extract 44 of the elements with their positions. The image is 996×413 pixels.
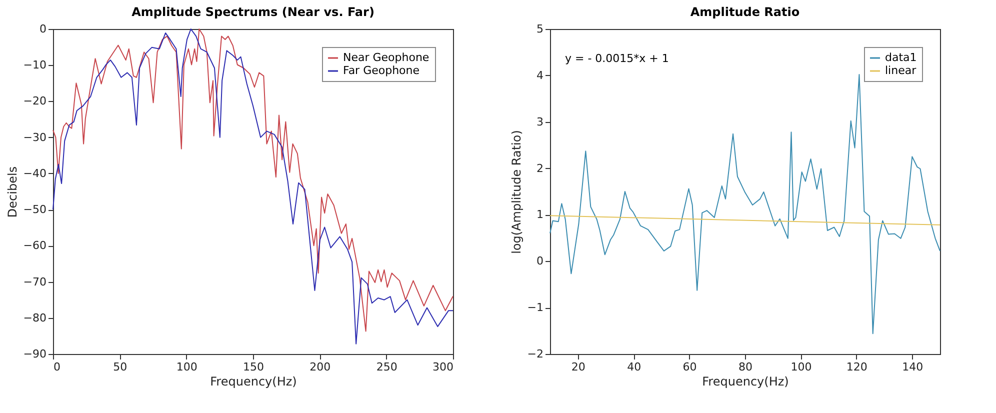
y-tick-label: 2 — [536, 162, 544, 175]
y-axis-title: Decibels — [5, 166, 20, 218]
x-tick-label: 0 — [54, 360, 60, 374]
legend-label: data1 — [885, 51, 917, 64]
y-tick-label: −50 — [23, 203, 46, 216]
y-tick-label: −80 — [23, 311, 46, 324]
x-tick-label: 40 — [627, 360, 642, 374]
x-tick-label: 50 — [113, 360, 128, 374]
y-tick-label: 4 — [536, 68, 544, 82]
legend-label: linear — [885, 64, 917, 77]
y-tick-label: −70 — [23, 275, 46, 288]
x-tick-label: 200 — [310, 360, 331, 374]
x-tick-label: 80 — [738, 360, 752, 374]
y-tick-label: 3 — [536, 115, 544, 128]
x-tick-label: 120 — [846, 360, 868, 374]
y-tick-label: −1 — [527, 301, 544, 314]
y-tick-label: −40 — [23, 166, 46, 180]
x-axis-title: Frequency(Hz) — [210, 374, 297, 388]
x-tick-label: 20 — [571, 360, 586, 374]
y-axis-title: log(Amplitude Ratio) — [509, 130, 524, 254]
x-axis-title: Frequency(Hz) — [702, 374, 789, 388]
x-tick-label: 150 — [243, 360, 264, 374]
y-tick-label: −10 — [23, 58, 46, 72]
x-tick-label: 100 — [790, 360, 812, 374]
x-tick-label: 140 — [902, 360, 924, 374]
y-tick-label: 0 — [536, 254, 544, 268]
legend-label: Near Geophone — [343, 51, 430, 64]
x-tick-label: 300 — [432, 360, 454, 374]
legend-label: Far Geophone — [343, 64, 420, 77]
y-tick-label: −90 — [23, 348, 46, 360]
y-tick-label: 0 — [40, 22, 46, 36]
x-tick-label: 60 — [682, 360, 697, 374]
y-tick-label: −60 — [23, 239, 46, 252]
y-tick-label: −30 — [23, 130, 46, 144]
y-tick-label: −2 — [527, 348, 544, 360]
x-tick-label: 250 — [376, 360, 398, 374]
y-tick-label: 1 — [536, 208, 544, 222]
y-tick-label: 5 — [536, 22, 544, 36]
chart-title: Amplitude Ratio — [690, 5, 800, 19]
line-series — [550, 74, 940, 334]
y-tick-label: −20 — [23, 94, 46, 108]
chart-title: Amplitude Spectrums (Near vs. Far) — [132, 5, 374, 19]
x-tick-label: 100 — [176, 360, 198, 374]
annotation: y = - 0.0015*x + 1 — [565, 52, 669, 65]
